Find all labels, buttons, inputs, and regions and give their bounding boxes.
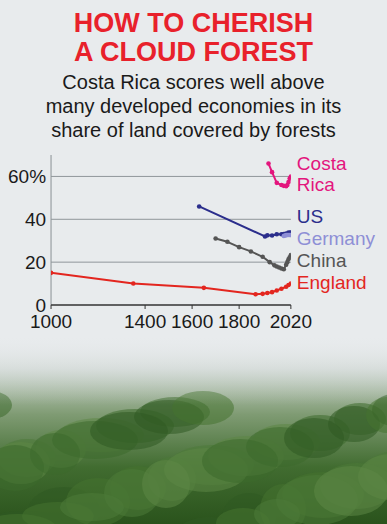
series-marker xyxy=(282,267,287,272)
series-label: Germany xyxy=(297,228,376,249)
series-label: England xyxy=(297,272,367,293)
tree-canopy xyxy=(314,466,387,516)
series-line xyxy=(51,273,291,294)
x-tick xyxy=(290,305,291,309)
series-marker xyxy=(274,181,279,186)
series-label-line: England xyxy=(297,272,367,293)
grid-line xyxy=(51,262,291,263)
grid-line xyxy=(51,304,291,305)
tree-canopy xyxy=(142,460,190,508)
x-tick-label: 1400 xyxy=(124,311,166,332)
tree-canopy xyxy=(0,514,58,524)
tree-canopy xyxy=(60,493,124,521)
series-label-line: Rica xyxy=(297,174,335,195)
x-tick xyxy=(239,305,240,309)
subtitle: Costa Rica scores well abovemany develop… xyxy=(46,71,342,141)
grid-line xyxy=(51,219,291,220)
x-tick-label: 1000 xyxy=(30,311,72,332)
series-label-line: Costa xyxy=(297,153,347,174)
subtitle-line: many developed economies in its xyxy=(46,95,342,117)
series-marker xyxy=(265,291,270,296)
background xyxy=(0,0,387,524)
subtitle-line: share of land covered by forests xyxy=(51,119,336,141)
series-marker xyxy=(197,204,202,209)
series-marker xyxy=(274,232,279,237)
series-marker xyxy=(274,288,279,293)
series-marker xyxy=(213,236,218,241)
series-line xyxy=(216,239,291,270)
series-marker xyxy=(267,260,272,265)
series-marker xyxy=(249,249,254,254)
title-line: A CLOUD FOREST xyxy=(74,37,313,67)
y-tick-label: 40 xyxy=(25,209,46,230)
series-marker xyxy=(131,281,136,286)
series-label-line: US xyxy=(297,206,323,227)
forest-photo xyxy=(0,335,387,524)
series-marker xyxy=(265,233,270,238)
series-marker xyxy=(270,170,275,175)
series-line xyxy=(269,164,291,187)
series-marker xyxy=(260,254,265,259)
tree-canopy xyxy=(202,439,278,483)
title-line: HOW TO CHERISH xyxy=(74,8,314,38)
series-marker xyxy=(202,286,207,291)
series-label-line: China xyxy=(297,250,347,271)
series-marker xyxy=(266,161,271,166)
series-marker xyxy=(289,174,291,179)
series-marker xyxy=(289,253,291,258)
series-marker xyxy=(289,281,291,286)
chart: HOW TO CHERISHA CLOUD FORESTCosta Rica s… xyxy=(0,0,387,524)
x-tick xyxy=(192,305,193,309)
x-tick xyxy=(51,305,52,309)
plot-area xyxy=(51,161,291,296)
x-tick xyxy=(145,305,146,309)
series-marker xyxy=(270,233,275,238)
y-tick-label: 60% xyxy=(8,166,46,187)
y-axis xyxy=(51,155,52,305)
mist xyxy=(0,335,387,405)
tree-canopy xyxy=(90,412,168,450)
tree-canopy xyxy=(284,418,344,458)
y-tick-label: 20 xyxy=(25,252,46,273)
series-marker xyxy=(289,233,291,238)
series-marker xyxy=(260,292,265,297)
x-tick-label: 1800 xyxy=(218,311,260,332)
series-label: US xyxy=(297,206,323,227)
grid-line xyxy=(51,176,291,177)
tree-canopy xyxy=(254,499,300,524)
series-line xyxy=(199,206,291,236)
series-marker xyxy=(279,286,284,291)
tree-canopy xyxy=(0,445,44,491)
x-tick-label: 1600 xyxy=(171,311,213,332)
x-tick-label: 2020 xyxy=(270,311,312,332)
series-marker xyxy=(253,292,258,297)
title: HOW TO CHERISHA CLOUD FOREST xyxy=(74,8,314,67)
series-marker xyxy=(51,271,53,276)
series-label-line: Germany xyxy=(297,228,376,249)
series-label: China xyxy=(297,250,347,271)
subtitle-line: Costa Rica scores well above xyxy=(62,71,324,93)
series-label: CostaRica xyxy=(297,153,347,195)
series-marker xyxy=(237,245,242,250)
series-marker xyxy=(225,239,230,244)
series-marker xyxy=(270,290,275,295)
